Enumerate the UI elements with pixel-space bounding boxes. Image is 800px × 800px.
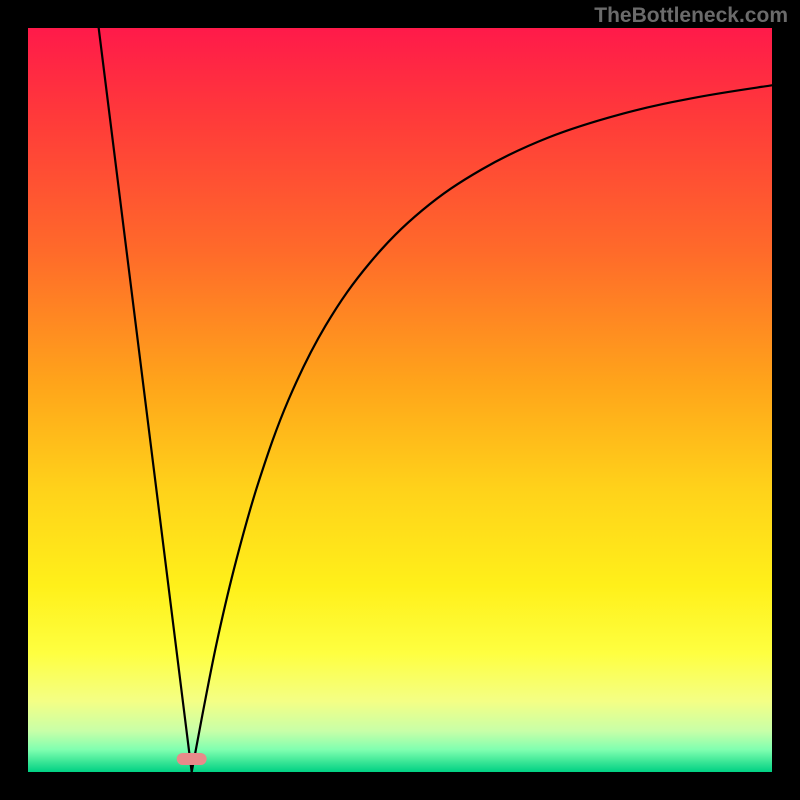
chart-container: TheBottleneck.com: [0, 0, 800, 800]
chart-svg: [0, 0, 800, 800]
watermark-text: TheBottleneck.com: [594, 4, 788, 28]
valley-marker: [177, 753, 207, 765]
gradient-background: [28, 28, 772, 772]
